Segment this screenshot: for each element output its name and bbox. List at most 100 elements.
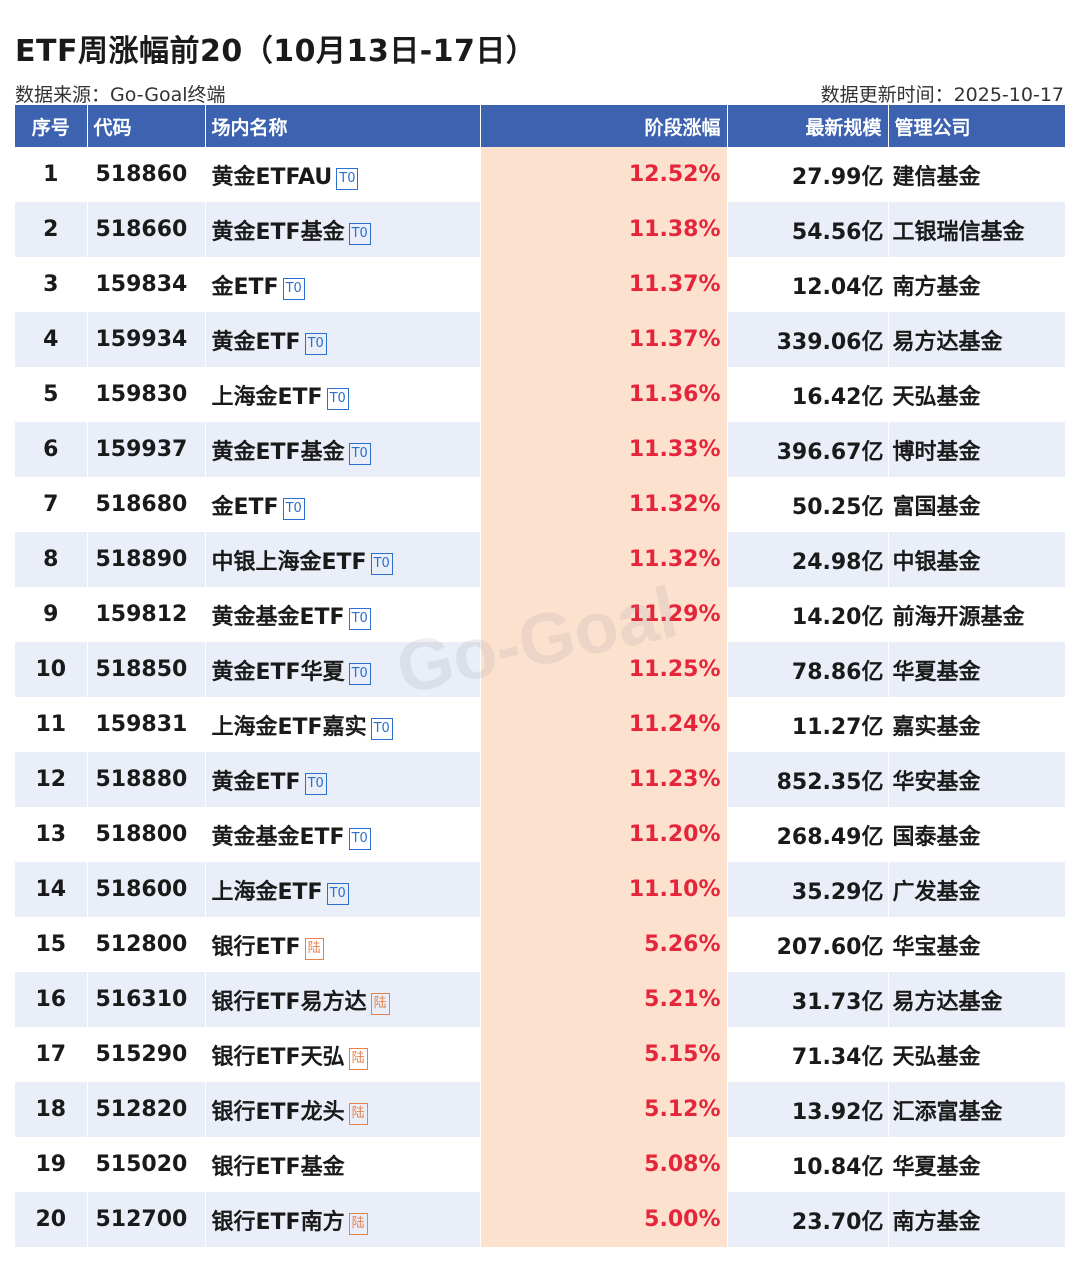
- rank-cell: 2: [15, 202, 88, 257]
- name-cell-text: 金ETF: [211, 274, 279, 300]
- rank-cell-text: 5: [43, 382, 59, 407]
- name-cell-text: 黄金ETF: [211, 329, 301, 355]
- t0-badge: T0: [348, 222, 371, 245]
- change-cell: 11.23%: [480, 752, 728, 807]
- change-cell: 11.33%: [480, 422, 728, 477]
- company-cell-text: 南方基金: [892, 274, 981, 300]
- code-cell-text: 518660: [95, 217, 188, 242]
- company-cell: 天弘基金: [888, 367, 1066, 422]
- rank-cell: 4: [15, 312, 88, 367]
- name-cell: 上海金ETF T0: [205, 367, 481, 422]
- code-cell: 518850: [87, 642, 206, 697]
- name-cell-text: 银行ETF基金: [211, 1154, 345, 1180]
- company-cell: 建信基金: [888, 147, 1066, 202]
- change-cell: 5.21%: [480, 972, 728, 1027]
- size-cell-text: 207.60亿: [776, 934, 884, 960]
- rank-cell-text: 6: [43, 437, 59, 462]
- rank-cell-text: 20: [35, 1207, 67, 1232]
- lu-badge: 陆: [348, 1212, 368, 1235]
- size-cell: 852.35亿: [727, 752, 889, 807]
- company-cell: 博时基金: [888, 422, 1066, 477]
- size-cell-text: 268.49亿: [776, 824, 884, 850]
- name-cell: 黄金ETF华夏 T0: [205, 642, 481, 697]
- header-change: 阶段涨幅: [480, 105, 728, 147]
- table-row: 9 159812 黄金基金ETF T0 11.29% 14.20亿 前海开源基金: [15, 587, 1066, 642]
- header-code: 代码: [87, 105, 206, 147]
- code-cell: 512820: [87, 1082, 206, 1137]
- rank-cell-text: 19: [35, 1152, 67, 1177]
- name-cell: 金ETF T0: [205, 477, 481, 532]
- size-cell-text: 35.29亿: [791, 879, 884, 905]
- change-cell: 5.26%: [480, 917, 728, 972]
- rank-cell-text: 13: [35, 822, 67, 847]
- company-cell: 华安基金: [888, 752, 1066, 807]
- change-cell-text: 11.36%: [628, 382, 721, 407]
- rank-cell-text: 8: [43, 547, 59, 572]
- company-cell-text: 工银瑞信基金: [892, 219, 1025, 245]
- code-cell: 516310: [87, 972, 206, 1027]
- name-cell: 银行ETF南方陆: [205, 1192, 481, 1247]
- t0-badge: T0: [348, 442, 371, 465]
- code-cell-text: 518680: [95, 492, 188, 517]
- change-cell-text: 11.37%: [628, 327, 721, 352]
- rank-cell-text: 15: [35, 932, 67, 957]
- change-cell-text: 5.00%: [644, 1207, 721, 1232]
- name-cell-text: 银行ETF易方达: [211, 989, 367, 1015]
- data-source: 数据来源：Go-Goal终端: [15, 84, 226, 106]
- change-cell-text: 11.25%: [628, 657, 721, 682]
- t0-badge: T0: [348, 607, 371, 630]
- size-cell: 14.20亿: [727, 587, 889, 642]
- company-cell: 工银瑞信基金: [888, 202, 1066, 257]
- name-cell-text: 黄金ETF: [211, 769, 301, 795]
- change-cell: 11.10%: [480, 862, 728, 917]
- name-cell-text: 黄金ETF基金: [211, 219, 345, 245]
- rank-cell-text: 9: [43, 602, 59, 627]
- table-header-row: 序号 代码 场内名称 阶段涨幅 最新规模 管理公司: [15, 105, 1066, 147]
- change-cell-text: 5.26%: [644, 932, 721, 957]
- rank-cell: 1: [15, 147, 88, 202]
- table-row: 16 516310 银行ETF易方达陆 5.21% 31.73亿 易方达基金: [15, 972, 1066, 1027]
- size-cell: 54.56亿: [727, 202, 889, 257]
- lu-badge: 陆: [304, 937, 324, 960]
- table-row: 11 159831 上海金ETF嘉实 T0 11.24% 11.27亿 嘉实基金: [15, 697, 1066, 752]
- company-cell: 易方达基金: [888, 312, 1066, 367]
- table-row: 5 159830 上海金ETF T0 11.36% 16.42亿 天弘基金: [15, 367, 1066, 422]
- t0-badge: T0: [282, 277, 305, 300]
- company-cell: 南方基金: [888, 1192, 1066, 1247]
- code-cell-text: 159937: [95, 437, 188, 462]
- size-cell-text: 852.35亿: [776, 769, 884, 795]
- change-cell-text: 5.15%: [644, 1042, 721, 1067]
- name-cell-text: 上海金ETF: [211, 879, 323, 905]
- company-cell-text: 嘉实基金: [892, 714, 981, 740]
- size-cell-text: 27.99亿: [791, 164, 884, 190]
- table-row: 6 159937 黄金ETF基金 T0 11.33% 396.67亿 博时基金: [15, 422, 1066, 477]
- rank-cell-text: 11: [35, 712, 67, 737]
- t0-badge: T0: [326, 882, 349, 905]
- size-cell-text: 31.73亿: [791, 989, 884, 1015]
- size-cell: 207.60亿: [727, 917, 889, 972]
- rank-cell: 9: [15, 587, 88, 642]
- header-name: 场内名称: [205, 105, 481, 147]
- company-cell-text: 易方达基金: [892, 989, 1003, 1015]
- code-cell: 518660: [87, 202, 206, 257]
- company-cell-text: 中银基金: [892, 549, 981, 575]
- code-cell: 518890: [87, 532, 206, 587]
- table-row: 20 512700 银行ETF南方陆 5.00% 23.70亿 南方基金: [15, 1192, 1066, 1247]
- name-cell-text: 黄金基金ETF: [211, 824, 345, 850]
- name-cell: 银行ETF天弘陆: [205, 1027, 481, 1082]
- change-cell-text: 11.23%: [628, 767, 721, 792]
- size-cell: 78.86亿: [727, 642, 889, 697]
- etf-ranking-table: 序号 代码 场内名称 阶段涨幅 最新规模 管理公司 1 518860 黄金ETFAU…: [15, 105, 1066, 1247]
- size-cell: 339.06亿: [727, 312, 889, 367]
- name-cell: 银行ETF 陆: [205, 917, 481, 972]
- name-cell: 黄金ETF基金 T0: [205, 422, 481, 477]
- rank-cell: 17: [15, 1027, 88, 1082]
- rank-cell: 15: [15, 917, 88, 972]
- code-cell: 518600: [87, 862, 206, 917]
- size-cell: 12.04亿: [727, 257, 889, 312]
- name-cell-text: 银行ETF: [211, 934, 301, 960]
- code-cell-text: 515290: [95, 1042, 188, 1067]
- company-cell-text: 博时基金: [892, 439, 981, 465]
- company-cell: 华夏基金: [888, 642, 1066, 697]
- change-cell: 11.32%: [480, 532, 728, 587]
